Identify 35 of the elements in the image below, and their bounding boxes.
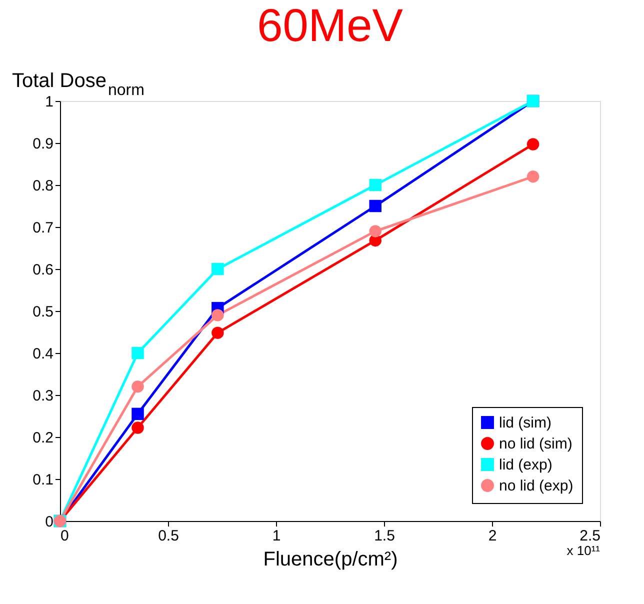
point [369,225,382,238]
x-tick-label: 2 [488,528,497,544]
y-tick-label: 0.4 [32,346,54,362]
point [132,346,144,360]
legend-label: no lid (sim) [499,436,572,452]
chart-title: 60MeV [257,0,404,51]
legend-label: no lid (exp) [499,478,574,494]
x-axis-title: Fluence(p/cm²) [263,548,398,570]
point [369,178,382,192]
point [369,200,382,212]
point [526,138,540,150]
legend-label: lid (exp) [499,456,552,474]
point [526,170,540,183]
point [212,309,224,322]
y-tick-label: 0.3 [32,388,54,404]
x-tick-label: 2.5 [580,528,600,544]
y-tick-label: 0.6 [32,262,54,278]
point [132,422,144,434]
legend-label: lid (sim) [499,414,552,432]
point [212,262,224,276]
point [132,408,144,420]
y-tick-label: 0.9 [32,136,54,152]
x-tick-label: 1.5 [374,528,395,544]
y-tick-label: 0.8 [32,178,54,194]
text: x 10¹¹ [566,543,601,558]
point [132,380,144,393]
y-tick-label: 0 [45,514,54,530]
y-tick-label: 0.2 [32,430,54,446]
x-tick-label: 0 [60,528,69,544]
y-tick-label: 0.1 [32,472,54,488]
y-tick-label: 0.7 [32,220,54,236]
x-tick-label: 0.5 [158,528,179,544]
point [212,326,224,339]
x-tick-label: 1 [272,528,281,544]
y-tick-label: 0.5 [32,304,54,320]
